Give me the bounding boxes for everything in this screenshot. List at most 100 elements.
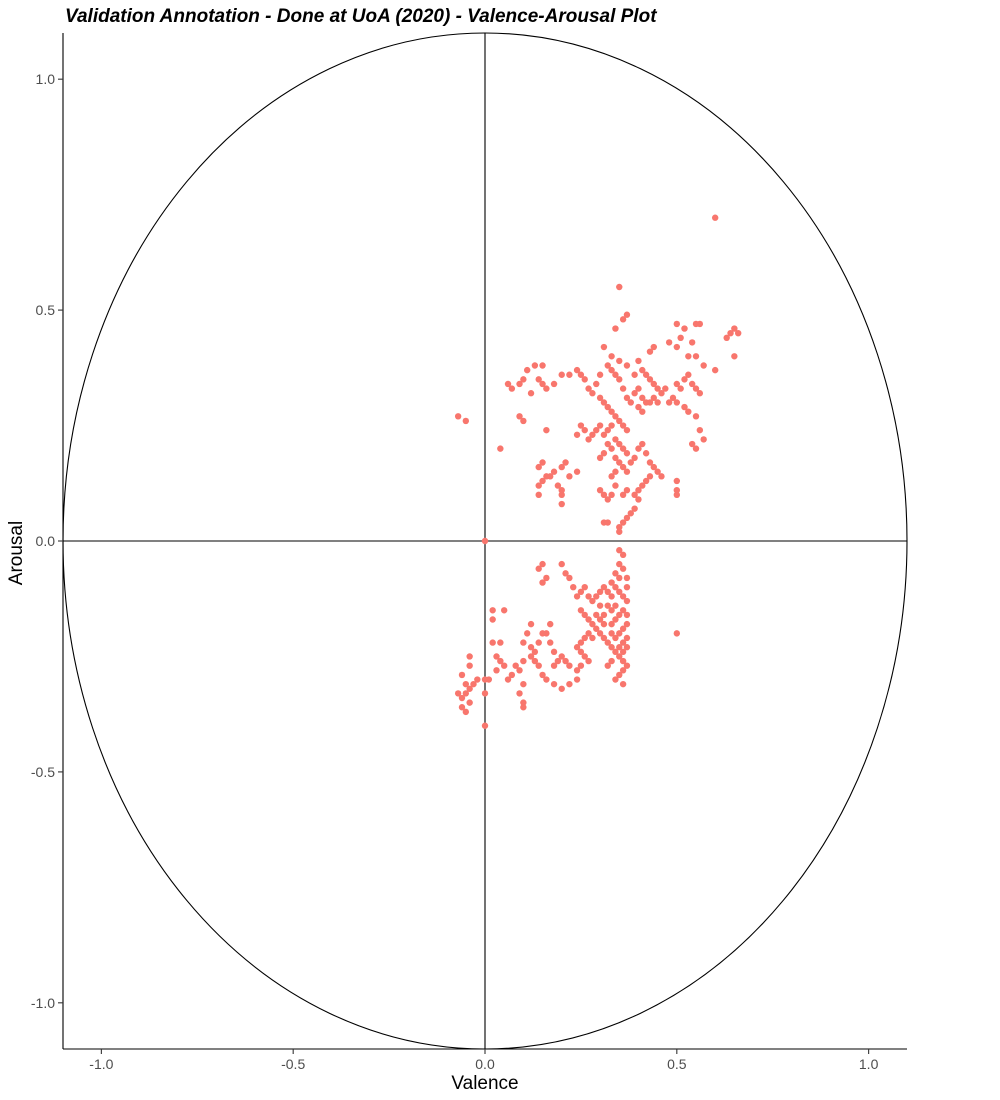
data-point — [662, 385, 669, 392]
data-point — [531, 362, 539, 369]
data-point — [700, 436, 707, 443]
data-point — [497, 639, 504, 646]
data-point — [623, 362, 631, 369]
data-point — [466, 699, 473, 706]
data-point — [520, 417, 527, 425]
data-point — [654, 468, 661, 475]
data-point — [619, 385, 627, 392]
data-point — [577, 588, 585, 595]
data-point — [593, 380, 600, 388]
data-point — [520, 704, 527, 711]
data-point — [639, 408, 646, 415]
data-point — [535, 463, 542, 471]
data-point — [600, 620, 608, 628]
data-point — [539, 459, 546, 466]
data-point — [612, 676, 619, 683]
data-point — [616, 588, 623, 595]
data-point — [619, 422, 627, 429]
data-point — [566, 371, 573, 378]
plot-area — [62, 32, 908, 1050]
data-point — [596, 454, 604, 462]
data-point — [573, 644, 581, 651]
data-point — [612, 602, 619, 609]
data-point — [454, 690, 462, 697]
data-point — [654, 399, 661, 406]
data-point — [520, 680, 527, 688]
data-point — [623, 574, 631, 582]
data-point — [535, 565, 542, 572]
data-point — [543, 426, 550, 434]
data-point — [581, 634, 588, 642]
data-point — [566, 574, 573, 582]
y-tick-label: 1.0 — [36, 71, 56, 87]
data-point — [581, 426, 588, 434]
data-point — [646, 348, 654, 355]
data-point — [688, 440, 696, 448]
data-point — [543, 676, 550, 683]
data-point — [570, 583, 577, 591]
data-point — [688, 339, 696, 346]
data-point — [612, 468, 619, 475]
data-point — [539, 560, 546, 568]
data-point — [631, 505, 638, 512]
data-point — [604, 403, 611, 411]
data-point — [616, 523, 623, 531]
data-point — [581, 653, 588, 660]
data-point — [623, 611, 631, 619]
data-point — [723, 334, 730, 341]
data-point — [524, 366, 531, 374]
data-point — [550, 380, 558, 388]
data-point — [531, 657, 539, 665]
data-point — [535, 639, 542, 646]
data-point — [562, 570, 569, 577]
data-point — [665, 399, 673, 406]
data-point — [600, 583, 608, 591]
x-axis-label: Valence — [451, 1073, 518, 1094]
data-point — [681, 325, 688, 332]
data-point — [623, 644, 631, 651]
data-point — [642, 450, 650, 457]
data-point — [700, 362, 707, 369]
data-point — [685, 371, 692, 378]
x-tick-label: -0.5 — [281, 1056, 305, 1072]
data-point — [581, 583, 588, 591]
data-point — [635, 487, 642, 494]
data-point — [616, 440, 623, 448]
data-point — [593, 593, 600, 600]
data-point — [493, 653, 500, 660]
data-point — [462, 680, 470, 688]
data-point — [462, 417, 470, 425]
data-point — [711, 366, 719, 374]
data-point — [593, 611, 600, 619]
data-point — [600, 399, 608, 406]
data-point — [692, 385, 700, 392]
data-point — [497, 657, 504, 665]
data-point — [642, 477, 650, 485]
x-tick-label: 0.5 — [667, 1056, 687, 1072]
data-point — [631, 390, 638, 397]
data-point — [573, 593, 581, 600]
data-point — [711, 214, 719, 221]
data-point — [616, 417, 623, 425]
data-point — [623, 662, 631, 669]
data-point — [600, 431, 608, 438]
data-point — [508, 385, 516, 392]
data-point — [577, 371, 585, 378]
y-axis-label: Arousal — [6, 521, 27, 585]
data-point — [558, 487, 565, 494]
data-point — [600, 634, 608, 642]
data-point — [623, 311, 631, 318]
data-point — [558, 500, 565, 508]
data-point — [543, 385, 550, 392]
data-point — [581, 376, 588, 383]
data-point — [550, 468, 558, 475]
data-point — [677, 385, 684, 392]
data-point — [581, 611, 588, 619]
data-point — [500, 607, 508, 614]
data-point — [731, 325, 738, 332]
data-point — [520, 376, 527, 383]
data-point — [635, 496, 642, 503]
data-point — [516, 667, 523, 674]
data-point — [635, 385, 642, 392]
data-point — [577, 607, 585, 614]
